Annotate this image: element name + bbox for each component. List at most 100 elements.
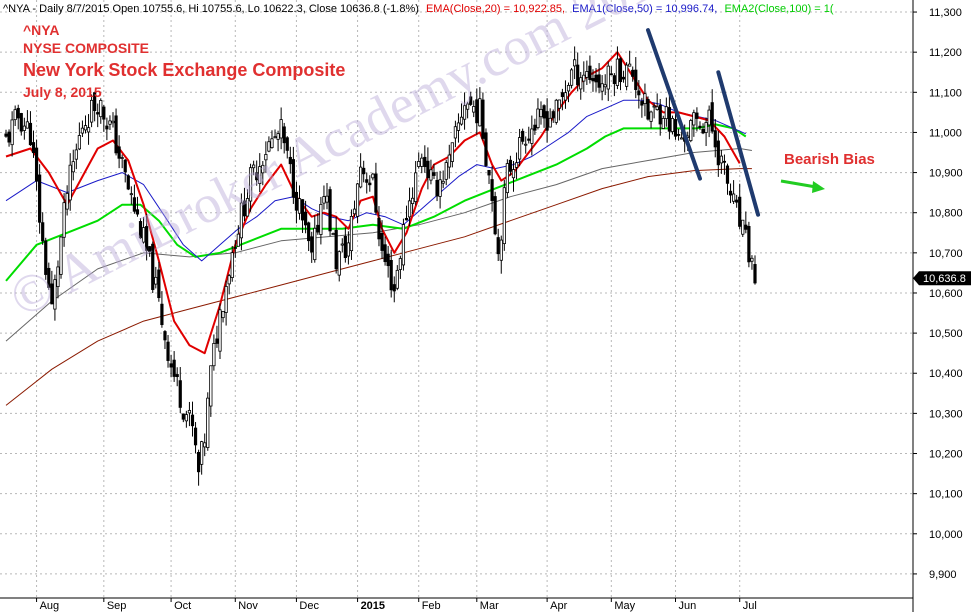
candle-body (181, 413, 185, 420)
candle-body (288, 156, 292, 165)
header-symbol-info: ^NYA - Daily 8/7/2015 Open 10755.6, Hi 1… (3, 3, 419, 15)
candle-body (4, 133, 8, 137)
candle-body (270, 138, 274, 148)
candle-body (569, 69, 574, 86)
header-ema100: EMA2(Close,100) = 1( (724, 3, 833, 15)
candle-body (145, 226, 149, 251)
candle-body (239, 202, 243, 239)
bearish-trendlines (646, 28, 761, 217)
candle-body (346, 242, 351, 257)
trendline (646, 28, 702, 181)
x-tick-label: Aug (40, 600, 60, 612)
candle-body (719, 155, 723, 164)
candle-body (13, 109, 17, 121)
candle-body (652, 105, 656, 108)
candle-body (441, 180, 445, 184)
candle-body (200, 441, 204, 465)
candle-body (420, 157, 424, 167)
candle-body (80, 127, 85, 134)
y-tick-label: 11,300 (929, 7, 962, 19)
candle-body (508, 159, 513, 172)
candle-body (664, 106, 668, 120)
y-tick-label: 11,200 (929, 47, 962, 59)
candle-body (93, 92, 97, 112)
candle-body (750, 257, 754, 262)
candle-body (459, 116, 464, 125)
candle-body (310, 236, 314, 253)
candle-body (175, 374, 179, 378)
candle-body (242, 200, 247, 217)
candle-body (28, 122, 33, 146)
candle-body (19, 113, 23, 132)
candle-body (395, 269, 399, 289)
y-tick-label: 11,000 (929, 127, 962, 139)
candle-body (276, 133, 280, 140)
candle-body (303, 211, 308, 226)
candle-body (637, 90, 641, 96)
candle-body (31, 142, 36, 154)
candle-body (536, 108, 540, 129)
header-ema50: EMA1(Close,50) = 10,996.74, (572, 3, 717, 15)
candle-body (99, 100, 103, 118)
candle-body (187, 410, 192, 414)
candle-body (255, 172, 259, 181)
candle-body (557, 99, 561, 109)
x-tick-label: Dec (299, 600, 319, 612)
candle-body (597, 74, 601, 88)
candle-body (44, 240, 48, 275)
candle-body (10, 119, 14, 146)
candle-body (325, 195, 329, 203)
candle-body (196, 452, 201, 473)
candle-body (209, 365, 213, 407)
candle-body (343, 235, 347, 259)
candle-body (230, 252, 234, 278)
candle-body (172, 359, 176, 377)
candle-body (698, 125, 702, 129)
candle-body (16, 107, 20, 119)
candle-body (472, 106, 476, 113)
candle-body (655, 106, 659, 111)
y-tick-label: 10,900 (929, 168, 963, 180)
candle-body (603, 84, 607, 88)
candle-body (579, 77, 583, 90)
candle-body (328, 189, 332, 232)
chart-ticker: ^NYA (23, 22, 59, 38)
candle-body (478, 98, 482, 127)
candle-body (417, 161, 421, 167)
candle-body (53, 279, 57, 310)
candle-body (371, 173, 375, 179)
candle-body (96, 112, 100, 115)
candle-body (141, 227, 146, 243)
candle-body (670, 118, 675, 133)
candle-body (505, 163, 509, 194)
candle-body (426, 160, 430, 179)
candle-body (628, 63, 632, 67)
candle-body (111, 120, 115, 124)
candle-body (560, 92, 565, 97)
x-tick-label: Mar (480, 600, 499, 612)
candle-body (530, 128, 534, 144)
x-tick-label: May (614, 600, 635, 612)
candle-body (50, 283, 54, 305)
candle-body (600, 83, 604, 92)
candle-body (349, 216, 354, 252)
candle-body (65, 193, 69, 210)
y-tick-label: 11,100 (929, 87, 962, 99)
candle-body (429, 169, 433, 181)
candle-body (539, 109, 543, 118)
candle-body (114, 115, 118, 154)
candle-body (294, 191, 299, 211)
candle-body (307, 222, 311, 242)
candle-body (673, 119, 678, 137)
candle-body (117, 146, 121, 159)
y-tick-label: 10,400 (929, 368, 963, 380)
candle-body (695, 112, 699, 119)
candle-body (62, 202, 66, 238)
candle-body (108, 120, 112, 125)
candle-body (258, 166, 262, 184)
candle-body (313, 227, 317, 261)
candle-body (707, 109, 711, 126)
candle-body (47, 267, 51, 288)
candle-body (661, 117, 665, 129)
